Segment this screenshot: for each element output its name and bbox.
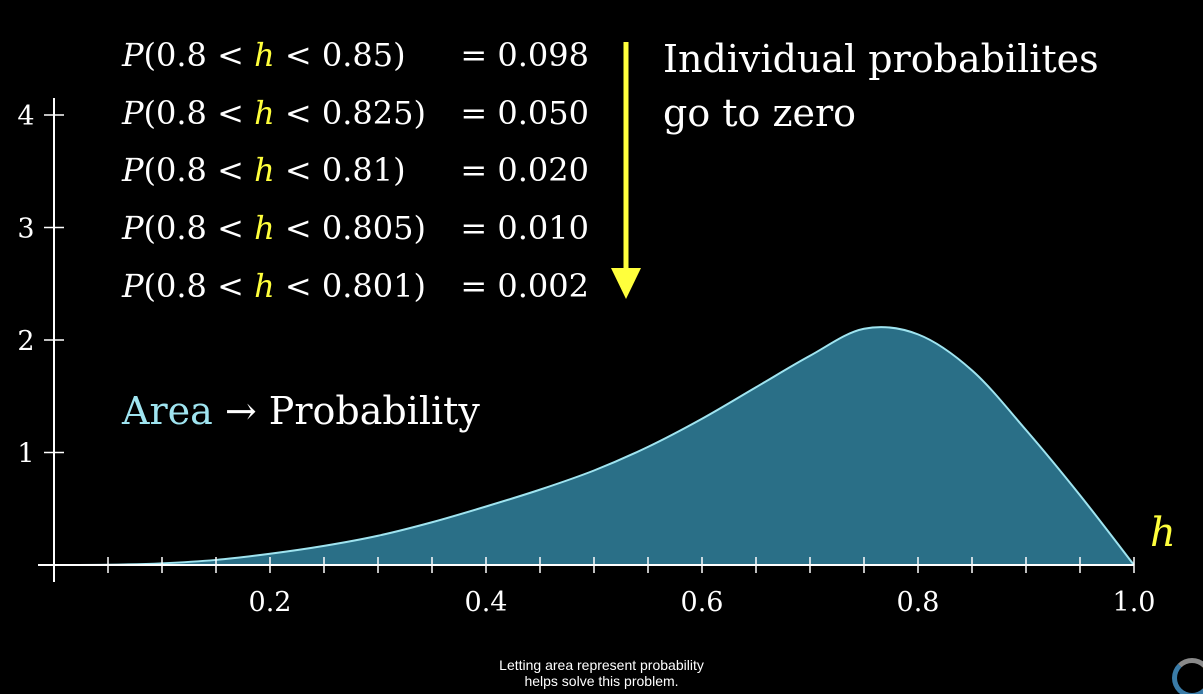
- probability-value: = 0.020: [460, 151, 589, 189]
- y-tick-label: 2: [17, 326, 34, 357]
- x-tick-label: 0.6: [681, 587, 724, 618]
- x-axis-label: h: [1150, 510, 1176, 556]
- y-tick-label: 1: [17, 439, 34, 470]
- x-tick-label: 0.8: [897, 587, 940, 618]
- caption-line-1: Letting area represent probability: [499, 657, 704, 673]
- annotation-line: Individual probabilites: [663, 37, 1099, 81]
- probability-equation: P(0.8 < h < 0.85): [121, 36, 406, 74]
- subtitle-caption: Letting area represent probability helps…: [0, 657, 1203, 689]
- x-tick-label: 0.2: [249, 587, 292, 618]
- probability-value: = 0.002: [460, 267, 589, 305]
- y-tick-label: 3: [17, 214, 34, 245]
- annotation-line: go to zero: [663, 91, 856, 135]
- down-arrow-head: [611, 268, 641, 299]
- probability-area: [54, 327, 1134, 565]
- area-probability-label: Area → Probability: [121, 389, 480, 433]
- probability-value: = 0.098: [460, 36, 589, 74]
- x-tick-label: 1.0: [1113, 587, 1156, 618]
- density-curve: [53, 326, 1135, 566]
- x-tick-label: 0.4: [465, 587, 508, 618]
- probability-equation: P(0.8 < h < 0.825): [121, 94, 426, 132]
- y-tick-label: 4: [17, 101, 34, 132]
- probability-value: = 0.010: [460, 209, 589, 247]
- probability-equation: P(0.8 < h < 0.81): [121, 151, 406, 189]
- probability-value: = 0.050: [460, 94, 589, 132]
- caption-line-2: helps solve this problem.: [524, 673, 679, 689]
- loading-spinner-icon: [1172, 658, 1203, 694]
- probability-equation: P(0.8 < h < 0.805): [121, 209, 426, 247]
- probability-equation: P(0.8 < h < 0.801): [121, 267, 426, 305]
